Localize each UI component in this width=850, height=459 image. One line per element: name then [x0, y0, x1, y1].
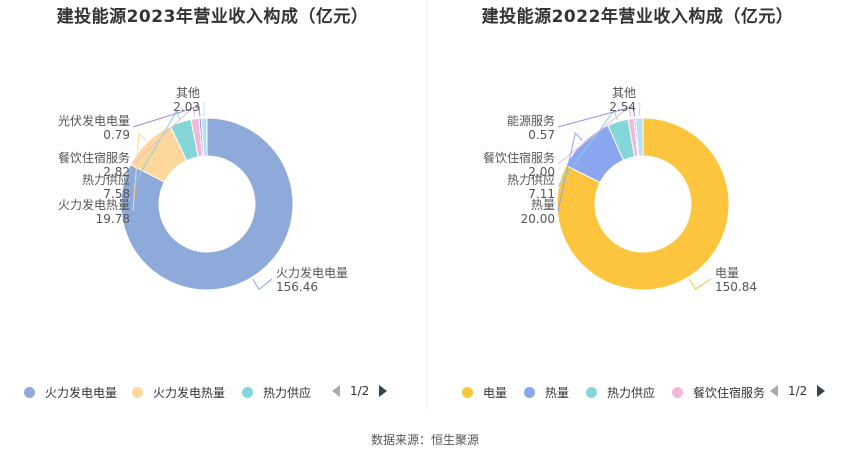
slice-value-1: 19.78 — [96, 212, 130, 226]
legend-item-thermal-power[interactable]: 火力发电电量 — [24, 384, 117, 401]
chart-2022-legend: 电量 热量 热力供应 餐饮住宿服务 1/2 — [425, 384, 850, 404]
donut-slice-5[interactable] — [200, 117, 208, 157]
legend-item-heat-supply-2022[interactable]: 热力供应 — [586, 384, 655, 401]
data-source: 数据来源：恒生聚源 — [370, 433, 479, 447]
slice-label-5: 其他 — [176, 86, 200, 100]
slice-label-2: 热力供应 — [507, 172, 555, 187]
legend-item-electricity[interactable]: 电量 — [462, 384, 507, 401]
slice-value-3: 2.00 — [528, 165, 555, 179]
legend-dot-catering — [672, 387, 683, 398]
slice-value-5: 2.03 — [173, 100, 200, 114]
slice-value-2: 7.11 — [528, 187, 555, 201]
legend-item-heat-supply[interactable]: 热力供应 — [242, 384, 311, 401]
legend-label-heat-supply: 热力供应 — [263, 386, 312, 400]
slice-value-3: 2.82 — [103, 165, 130, 179]
legend-page-indicator: 1/2 — [350, 384, 370, 398]
legend-label-catering: 餐饮住宿服务 — [693, 386, 766, 400]
legend-dot-thermal-heat — [132, 387, 143, 398]
legend-pager: 1/2 — [332, 384, 388, 398]
chart-2022-panel: 建投能源2022年营业收入构成（亿元） 电量 150.84 热量 20.00 热力供应 7… — [425, 0, 850, 410]
slice-label-0: 火力发电电量 — [276, 265, 348, 280]
legend-label-heat: 热量 — [545, 386, 570, 400]
slice-label-5: 其他 — [612, 86, 636, 100]
slice-value-5: 2.54 — [609, 100, 636, 114]
slice-label-3: 餐饮住宿服务 — [483, 150, 555, 165]
legend-label-electricity: 电量 — [483, 386, 508, 400]
slice-label-4: 能源服务 — [507, 113, 555, 128]
legend-dot-heat — [524, 387, 535, 398]
legend-label-thermal-heat: 火力发电热量 — [153, 386, 226, 400]
legend-next-icon[interactable] — [817, 385, 826, 397]
slice-label-2: 热力供应 — [82, 172, 130, 187]
legend-pager-2022: 1/2 — [770, 384, 826, 398]
panel-divider — [426, 0, 427, 410]
chart-2023-title: 建投能源2023年营业收入构成（亿元） — [56, 7, 369, 27]
chart-2022-title: 建投能源2022年营业收入构成（亿元） — [481, 7, 794, 27]
slice-value-4: 0.79 — [103, 128, 130, 142]
legend-item-thermal-heat[interactable]: 火力发电热量 — [132, 384, 225, 401]
donut-slice-0[interactable] — [120, 117, 294, 291]
slice-value-0: 150.84 — [715, 280, 757, 294]
legend-dot-heat-supply — [242, 387, 253, 398]
slice-label-4: 光伏发电电量 — [58, 113, 130, 128]
legend-prev-icon[interactable] — [332, 385, 340, 397]
legend-dot-electricity — [462, 387, 473, 398]
slice-value-1: 20.00 — [521, 212, 555, 226]
slice-value-0: 156.46 — [276, 280, 318, 294]
slice-value-2: 7.58 — [103, 187, 130, 201]
slice-label-3: 餐饮住宿服务 — [58, 150, 130, 165]
legend-next-icon[interactable] — [379, 385, 388, 397]
chart-2023-legend: 火力发电电量 火力发电热量 热力供应 1/2 — [0, 384, 425, 404]
legend-label-heat-supply-2022: 热力供应 — [607, 386, 656, 400]
legend-item-heat[interactable]: 热量 — [524, 384, 569, 401]
legend-prev-icon[interactable] — [770, 385, 778, 397]
slice-label-1: 热量 — [531, 198, 555, 212]
slice-label-1: 火力发电热量 — [58, 197, 130, 212]
donut-slice-0[interactable] — [556, 117, 730, 291]
legend-dot-thermal-power — [24, 387, 35, 398]
legend-label-thermal-power: 火力发电电量 — [45, 386, 118, 400]
legend-item-catering[interactable]: 餐饮住宿服务 — [672, 384, 765, 401]
legend-dot-heat-supply-2022 — [586, 387, 597, 398]
slice-label-0: 电量 — [715, 266, 739, 280]
slice-value-4: 0.57 — [528, 128, 555, 142]
legend-page-indicator: 1/2 — [788, 384, 808, 398]
donut-slice-5[interactable] — [634, 117, 644, 157]
chart-2023-panel: 建投能源2023年营业收入构成（亿元） 火力发电电量 156.46 火力发电热量 19… — [0, 0, 425, 410]
